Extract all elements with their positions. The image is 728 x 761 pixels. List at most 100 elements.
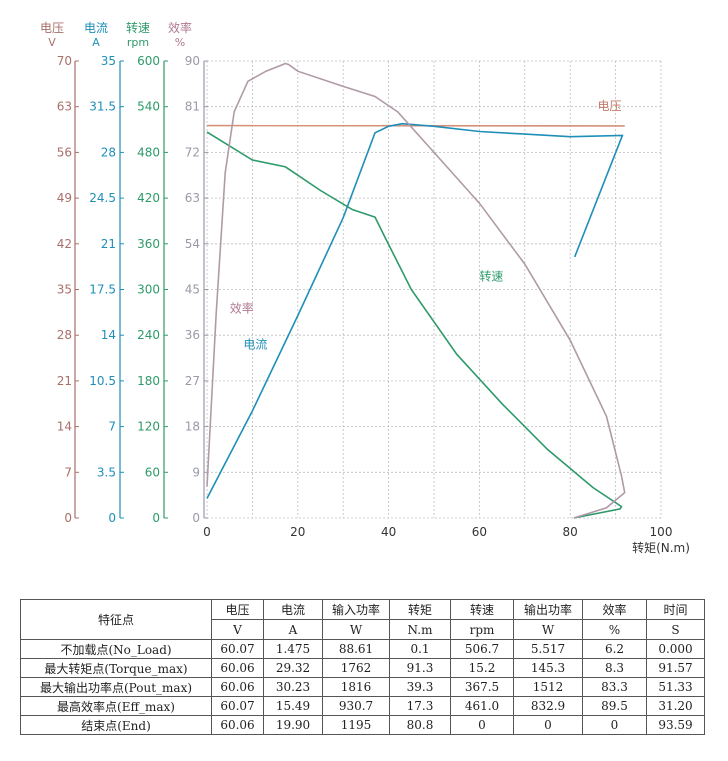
table-row-label: 不加载点(No_Load) <box>20 639 212 659</box>
y-tick-label-current: 10.5 <box>89 374 116 388</box>
series-annotation-voltage: 电压 <box>597 99 621 113</box>
y-tick-label-efficiency: 18 <box>185 420 200 434</box>
unit-output-power: W <box>513 619 583 640</box>
x-tick-label: 80 <box>563 525 578 539</box>
y-tick-label-speed: 300 <box>137 283 160 297</box>
unit-input-power: W <box>322 619 390 640</box>
axis-header-unit: V <box>48 36 56 49</box>
axis-header-unit: rpm <box>127 36 149 49</box>
table-cell: 80.8 <box>389 715 451 735</box>
table-cell: 15.2 <box>450 658 514 678</box>
y-tick-label-current: 0 <box>108 511 116 525</box>
table-cell: 60.06 <box>211 677 264 697</box>
y-tick-label-voltage: 14 <box>57 420 72 434</box>
table-cell: 930.7 <box>322 696 390 716</box>
table-cell: 91.57 <box>646 658 705 678</box>
axis-header-name: 电流 <box>84 21 108 35</box>
table-cell: 19.90 <box>263 715 323 735</box>
header-current: 电流 <box>263 599 323 620</box>
y-tick-label-efficiency: 27 <box>185 374 200 388</box>
y-tick-label-efficiency: 81 <box>185 100 200 114</box>
y-tick-label-voltage: 28 <box>57 328 72 342</box>
table-body: 不加载点(No_Load) 60.07 1.475 88.61 0.1 506.7 5.51… <box>20 639 705 735</box>
table-cell: 0.000 <box>646 639 705 659</box>
table-row: 结束点(End) 60.06 19.90 1195 80.8 0 0 0 93.59 <box>20 715 705 735</box>
y-tick-label-current: 21 <box>101 237 116 251</box>
y-tick-label-current: 24.5 <box>89 191 116 205</box>
table-cell: 60.07 <box>211 639 264 659</box>
x-axis-label: 转矩(N.m) <box>632 540 690 555</box>
table-header-row: 特征点 电压 电流 输入功率 转矩 转速 输出功率 效率 时间 <box>20 599 705 640</box>
axis-header-unit: % <box>175 36 185 49</box>
table-cell: 30.23 <box>263 677 323 697</box>
y-tick-label-efficiency: 0 <box>192 511 200 525</box>
table-cell: 8.3 <box>582 658 647 678</box>
table-cell: 15.49 <box>263 696 323 716</box>
y-tick-label-speed: 240 <box>137 328 160 342</box>
y-tick-label-current: 35 <box>101 54 116 68</box>
axis-header-name: 效率 <box>168 20 192 35</box>
table-cell: 6.2 <box>582 639 647 659</box>
y-tick-label-efficiency: 54 <box>185 237 200 251</box>
table-cell: 31.20 <box>646 696 705 716</box>
table-cell: 29.32 <box>263 658 323 678</box>
table-cell: 51.33 <box>646 677 705 697</box>
table-cell: 1762 <box>322 658 390 678</box>
x-tick-label: 100 <box>650 525 673 539</box>
characteristic-points-table: 特征点 电压 电流 输入功率 转矩 转速 输出功率 效率 时间 V A W N.… <box>20 599 705 735</box>
y-tick-label-voltage: 0 <box>64 511 72 525</box>
unit-torque: N.m <box>389 619 451 640</box>
table-row-label: 最大输出功率点(Pout_max) <box>20 677 212 697</box>
table-row-label: 最大转矩点(Torque_max) <box>20 658 212 678</box>
table-cell: 5.517 <box>513 639 583 659</box>
y-tick-label-current: 28 <box>101 145 116 159</box>
y-tick-label-efficiency: 45 <box>185 283 200 297</box>
table-cell: 506.7 <box>450 639 514 659</box>
table-cell: 0 <box>513 715 583 735</box>
table-cell: 461.0 <box>450 696 514 716</box>
y-tick-label-current: 14 <box>101 328 116 342</box>
table-cell: 93.59 <box>646 715 705 735</box>
y-tick-label-voltage: 63 <box>57 100 72 114</box>
y-tick-label-voltage: 49 <box>57 191 72 205</box>
table-cell: 145.3 <box>513 658 583 678</box>
y-tick-label-voltage: 21 <box>57 374 72 388</box>
header-output-power: 输出功率 <box>513 599 583 620</box>
axis-header-name: 转速 <box>126 20 150 35</box>
table-row: 最大转矩点(Torque_max) 60.06 29.32 1762 91.3 15.2 1… <box>20 658 705 678</box>
series-line-speed <box>206 131 623 519</box>
table-cell: 1.475 <box>263 639 323 659</box>
table-cell: 1195 <box>322 715 390 735</box>
y-tick-label-speed: 120 <box>137 420 160 434</box>
unit-voltage: V <box>211 619 264 640</box>
unit-speed: rpm <box>450 619 514 640</box>
unit-current: A <box>263 619 323 640</box>
x-tick-label: 20 <box>290 525 305 539</box>
header-voltage: 电压 <box>211 599 264 620</box>
y-tick-label-voltage: 56 <box>57 145 72 159</box>
table-cell: 60.06 <box>211 715 264 735</box>
x-tick-label: 40 <box>381 525 396 539</box>
y-tick-label-speed: 420 <box>137 191 160 205</box>
x-tick-label: 60 <box>472 525 487 539</box>
axis-header-name: 电压 <box>40 21 64 35</box>
table-cell: 17.3 <box>389 696 451 716</box>
table-units-row: V A W N.m rpm W % S <box>21 619 705 640</box>
y-tick-label-voltage: 7 <box>64 465 72 479</box>
table-cell: 367.5 <box>450 677 514 697</box>
y-tick-label-voltage: 42 <box>57 237 72 251</box>
y-tick-label-current: 3.5 <box>97 465 116 479</box>
unit-time: S <box>646 619 705 640</box>
table-cell: 0 <box>450 715 514 735</box>
table-row-label: 最高效率点(Eff_max) <box>20 696 212 716</box>
series-annotation-efficiency: 效率 <box>230 300 254 315</box>
y-tick-label-voltage: 35 <box>57 283 72 297</box>
y-tick-label-speed: 600 <box>137 54 160 68</box>
table-cell: 39.3 <box>389 677 451 697</box>
table-cell: 91.3 <box>389 658 451 678</box>
axis-header-unit: A <box>92 36 100 49</box>
header-speed: 转速 <box>450 599 514 620</box>
y-tick-label-efficiency: 9 <box>192 465 200 479</box>
table-row: 最大输出功率点(Pout_max) 60.06 30.23 1816 39.3 367.5… <box>20 677 705 697</box>
y-tick-label-current: 31.5 <box>89 100 116 114</box>
